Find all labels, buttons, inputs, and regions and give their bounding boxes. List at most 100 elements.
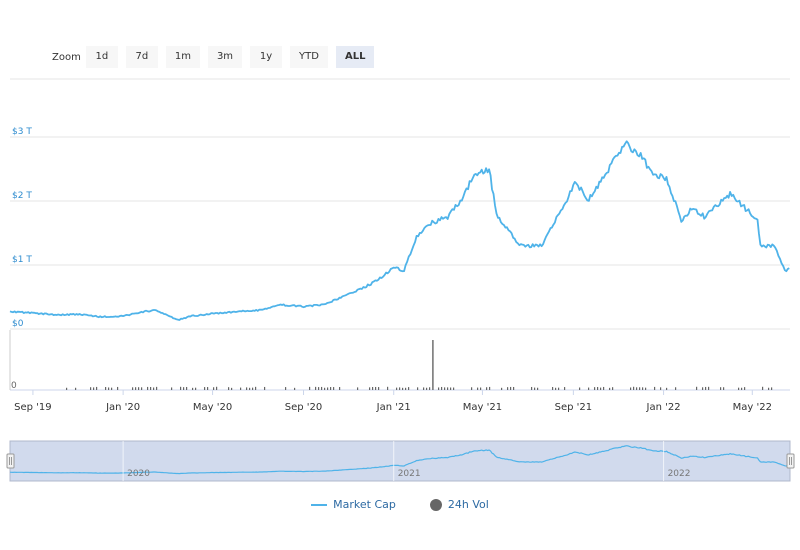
volume-bar	[333, 387, 335, 390]
volume-bar	[705, 386, 707, 390]
volume-bar	[180, 386, 182, 390]
volume-bar	[501, 387, 503, 390]
volume-bar	[579, 387, 581, 390]
volume-bar	[630, 387, 632, 390]
x-tick-label: Jan '22	[646, 402, 681, 413]
volume-bar	[108, 387, 110, 390]
volume-bar	[738, 387, 740, 390]
volume-tick-label: 0	[11, 381, 17, 391]
volume-bar	[768, 387, 770, 390]
volume-bar	[441, 386, 443, 390]
volume-bar	[357, 387, 359, 390]
volume-bar	[612, 387, 614, 390]
volume-bar	[147, 386, 149, 390]
volume-bar	[240, 387, 242, 390]
volume-bar	[633, 386, 635, 390]
volume-bar	[138, 387, 140, 390]
volume-bar	[642, 387, 644, 390]
volume-bar	[75, 387, 77, 390]
volume-bar	[762, 386, 764, 390]
legend-item-market-cap[interactable]: Market Cap	[311, 498, 396, 511]
volume-bar	[438, 387, 440, 390]
line-marker-icon	[311, 503, 328, 506]
legend-label-volume: 24h Vol	[447, 498, 489, 511]
volume-bar	[249, 387, 251, 390]
volume-bar	[369, 387, 371, 390]
volume-bar	[702, 387, 704, 390]
zoom-3m-button[interactable]: 3m	[207, 46, 243, 68]
volume-bar	[117, 386, 119, 390]
x-tick-label: Jan '21	[376, 402, 411, 413]
volume-bar	[480, 387, 482, 390]
volume-bar	[96, 386, 98, 390]
y-tick-label: $3 T	[12, 127, 32, 137]
volume-bar	[507, 387, 509, 390]
volume-bar	[186, 386, 188, 390]
zoom-all-button[interactable]: ALL	[335, 46, 375, 68]
volume-bar	[66, 387, 68, 390]
volume-bar	[141, 387, 143, 390]
volume-bar	[537, 387, 539, 390]
volume-bar	[402, 387, 404, 390]
volume-bar	[105, 387, 107, 390]
volume-bar	[387, 386, 389, 390]
volume-bar	[675, 387, 677, 390]
volume-bar	[450, 387, 452, 390]
volume-bar	[378, 387, 380, 390]
x-tick-label: May '22	[733, 402, 772, 413]
volume-bar	[531, 386, 533, 390]
volume-bar	[111, 387, 113, 390]
volume-spike-bar	[432, 340, 434, 390]
volume-bar	[252, 387, 254, 390]
volume-bar	[564, 387, 566, 390]
volume-bar	[558, 387, 560, 390]
zoom-1d-button[interactable]: 1d	[85, 46, 118, 68]
x-tick-label: Sep '20	[285, 402, 323, 413]
x-tick-label: Sep '21	[555, 402, 593, 413]
volume-bar	[327, 387, 329, 390]
x-tick-label: Jan '20	[105, 402, 140, 413]
x-tick-label: May '20	[193, 402, 232, 413]
navigator-year-label: 2020	[127, 469, 150, 479]
volume-bar	[324, 387, 326, 390]
volume-bar	[132, 387, 134, 390]
volume-bar	[255, 386, 257, 390]
legend-item-volume[interactable]: 24h Vol	[429, 498, 489, 511]
volume-bar	[207, 387, 209, 390]
market-cap-chart[interactable]: $0 $1 T $2 T $3 T 0 Sep '19 Jan '20 May '20 Sep …	[0, 0, 800, 490]
market-cap-line	[9, 140, 790, 321]
zoom-ytd-button[interactable]: YTD	[290, 46, 328, 68]
volume-bar	[372, 387, 374, 390]
volume-bar	[636, 387, 638, 390]
volume-bar	[723, 387, 725, 390]
navigator-left-handle[interactable]	[6, 453, 15, 469]
volume-bar	[741, 387, 743, 390]
volume-bar	[594, 387, 596, 390]
volume-bar	[489, 386, 491, 390]
volume-bar	[216, 386, 218, 390]
volume-bar	[771, 387, 773, 390]
zoom-1m-button[interactable]: 1m	[165, 46, 200, 68]
volume-bar	[330, 387, 332, 390]
volume-bar	[135, 387, 137, 390]
zoom-bar: Zoom 1d 7d 1m 3m 1y YTD ALL	[52, 46, 382, 68]
zoom-1y-button[interactable]: 1y	[250, 46, 283, 68]
volume-bar	[609, 387, 611, 390]
volume-bar	[417, 387, 419, 390]
volume-bar	[153, 387, 155, 390]
volume-bar	[264, 386, 266, 390]
volume-bar	[339, 387, 341, 390]
volume-bar	[399, 387, 401, 390]
zoom-7d-button[interactable]: 7d	[125, 46, 158, 68]
y-tick-label: $2 T	[12, 191, 32, 201]
volume-bar	[477, 387, 479, 390]
navigator-right-handle[interactable]	[786, 453, 795, 469]
volume-bar	[429, 387, 431, 390]
volume-bar	[426, 387, 428, 390]
volume-bar	[321, 386, 323, 390]
volume-bar	[513, 386, 515, 390]
legend-label-market-cap: Market Cap	[333, 498, 396, 511]
volume-bar	[708, 386, 710, 390]
y-tick-label: $1 T	[12, 255, 32, 265]
volume-bar	[603, 386, 605, 390]
